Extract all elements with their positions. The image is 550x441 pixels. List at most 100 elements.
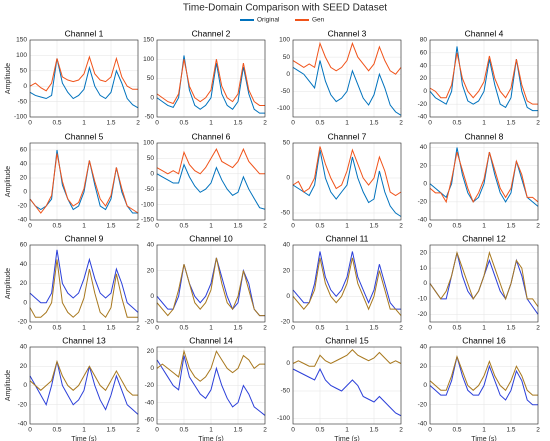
y-tick-label: 50 xyxy=(283,140,291,147)
y-tick-label: 0 xyxy=(150,293,154,300)
x-tick-label: 1 xyxy=(482,223,486,230)
x-tick-label: 0 xyxy=(28,223,32,230)
x-tick-label: 0.5 xyxy=(52,325,61,332)
x-tick-label: 2 xyxy=(263,325,267,332)
series-line xyxy=(429,151,539,204)
y-tick-label: 100 xyxy=(279,37,290,44)
y-tick-label: 0 xyxy=(423,280,427,287)
x-tick-label: 0 xyxy=(428,120,432,127)
subplot-title: Channel 13 xyxy=(62,335,106,345)
x-tick-label: 2 xyxy=(399,120,403,127)
y-tick-label: 0 xyxy=(23,382,27,389)
axes-box xyxy=(156,142,266,221)
y-tick-label: 60 xyxy=(20,242,28,249)
x-tick-label: 1.5 xyxy=(369,325,378,332)
x-tick-label: 0 xyxy=(291,427,295,434)
y-tick-label: -50 xyxy=(281,88,291,95)
y-tick-label: 40 xyxy=(283,242,291,249)
x-tick-label: 0.5 xyxy=(452,120,461,127)
y-tick-label: 40 xyxy=(20,161,28,168)
x-tick-label: 2 xyxy=(263,223,267,230)
y-tick-label: 50 xyxy=(147,155,155,162)
axes-box xyxy=(429,39,539,118)
y-axis-label: Amplitude xyxy=(5,268,12,299)
series-line xyxy=(156,257,265,317)
series-line xyxy=(156,355,266,416)
x-tick-label: 1.5 xyxy=(506,120,515,127)
y-tick-label: -20 xyxy=(18,203,28,210)
x-tick-label: 1.5 xyxy=(506,223,515,230)
y-tick-label: -20 xyxy=(18,319,28,326)
series-line xyxy=(29,259,138,318)
series-line xyxy=(156,55,265,114)
axes-box xyxy=(292,346,402,425)
y-tick-label: -10 xyxy=(418,296,428,303)
x-tick-label: 0 xyxy=(155,427,159,434)
axes-box xyxy=(429,346,539,425)
x-tick-label: 0 xyxy=(155,325,159,332)
y-tick-label: 0 xyxy=(23,189,27,196)
subplot-title: Channel 14 xyxy=(189,335,233,345)
series-line xyxy=(292,367,402,417)
x-tick-label: 0 xyxy=(291,223,295,230)
series-line xyxy=(156,163,266,210)
y-tick-label: -100 xyxy=(277,415,290,422)
x-tick-label: 1 xyxy=(209,223,213,230)
x-tick-label: 1 xyxy=(345,325,349,332)
y-tick-label: 0 xyxy=(286,360,290,367)
y-tick-label: 10 xyxy=(420,265,428,272)
x-tick-label: 2 xyxy=(536,223,540,230)
subplot-title: Channel 3 xyxy=(328,28,367,38)
y-tick-label: -100 xyxy=(141,201,154,208)
series-line xyxy=(292,60,402,116)
y-tick-label: 40 xyxy=(420,144,428,151)
y-tick-label: -100 xyxy=(277,105,290,112)
subplot-title: Channel 9 xyxy=(65,233,104,243)
x-axis-label: Time (s) xyxy=(471,436,496,441)
y-tick-label: 20 xyxy=(283,267,291,274)
x-tick-label: 1.5 xyxy=(233,120,242,127)
x-tick-label: 1.5 xyxy=(369,223,378,230)
series-line xyxy=(156,349,265,382)
x-tick-label: 0 xyxy=(291,120,295,127)
x-tick-label: 1 xyxy=(209,325,213,332)
series-line xyxy=(429,355,538,396)
x-tick-label: 0 xyxy=(428,223,432,230)
series-line xyxy=(29,149,138,214)
x-tick-label: 0.5 xyxy=(52,120,61,127)
x-tick-label: 1 xyxy=(82,120,86,127)
x-tick-label: 2 xyxy=(136,120,140,127)
x-tick-label: 1 xyxy=(82,223,86,230)
y-tick-label: -40 xyxy=(418,421,428,428)
y-tick-label: 0 xyxy=(150,94,154,101)
series-line xyxy=(292,349,402,367)
y-tick-label: 100 xyxy=(143,56,154,63)
axes-box xyxy=(29,346,139,425)
x-tick-label: 0.5 xyxy=(452,427,461,434)
y-tick-label: 0 xyxy=(150,365,154,372)
subplot-title: Channel 16 xyxy=(462,335,506,345)
y-tick-label: 60 xyxy=(20,147,28,154)
y-tick-label: 60 xyxy=(420,50,428,57)
y-tick-label: 40 xyxy=(420,62,428,69)
y-tick-label: -150 xyxy=(141,217,154,224)
y-tick-label: 40 xyxy=(20,344,28,351)
x-tick-label: 0.5 xyxy=(315,325,324,332)
x-tick-label: 1.5 xyxy=(506,427,515,434)
subplot-title: Channel 5 xyxy=(65,131,104,141)
y-tick-label: 150 xyxy=(143,37,154,44)
y-tick-label: 150 xyxy=(16,37,27,44)
series-line xyxy=(292,251,401,310)
subplot-title: Channel 2 xyxy=(192,28,231,38)
x-tick-label: 1 xyxy=(82,325,86,332)
x-tick-label: 1.5 xyxy=(369,427,378,434)
series-line xyxy=(156,257,265,317)
x-tick-label: 1 xyxy=(209,427,213,434)
x-tick-label: 0 xyxy=(28,120,32,127)
x-tick-label: 0.5 xyxy=(179,120,188,127)
y-tick-label: -50 xyxy=(281,210,291,217)
y-tick-label: 20 xyxy=(147,267,155,274)
x-tick-label: 0.5 xyxy=(315,427,324,434)
series-line xyxy=(292,257,402,316)
y-tick-label: 20 xyxy=(420,75,428,82)
